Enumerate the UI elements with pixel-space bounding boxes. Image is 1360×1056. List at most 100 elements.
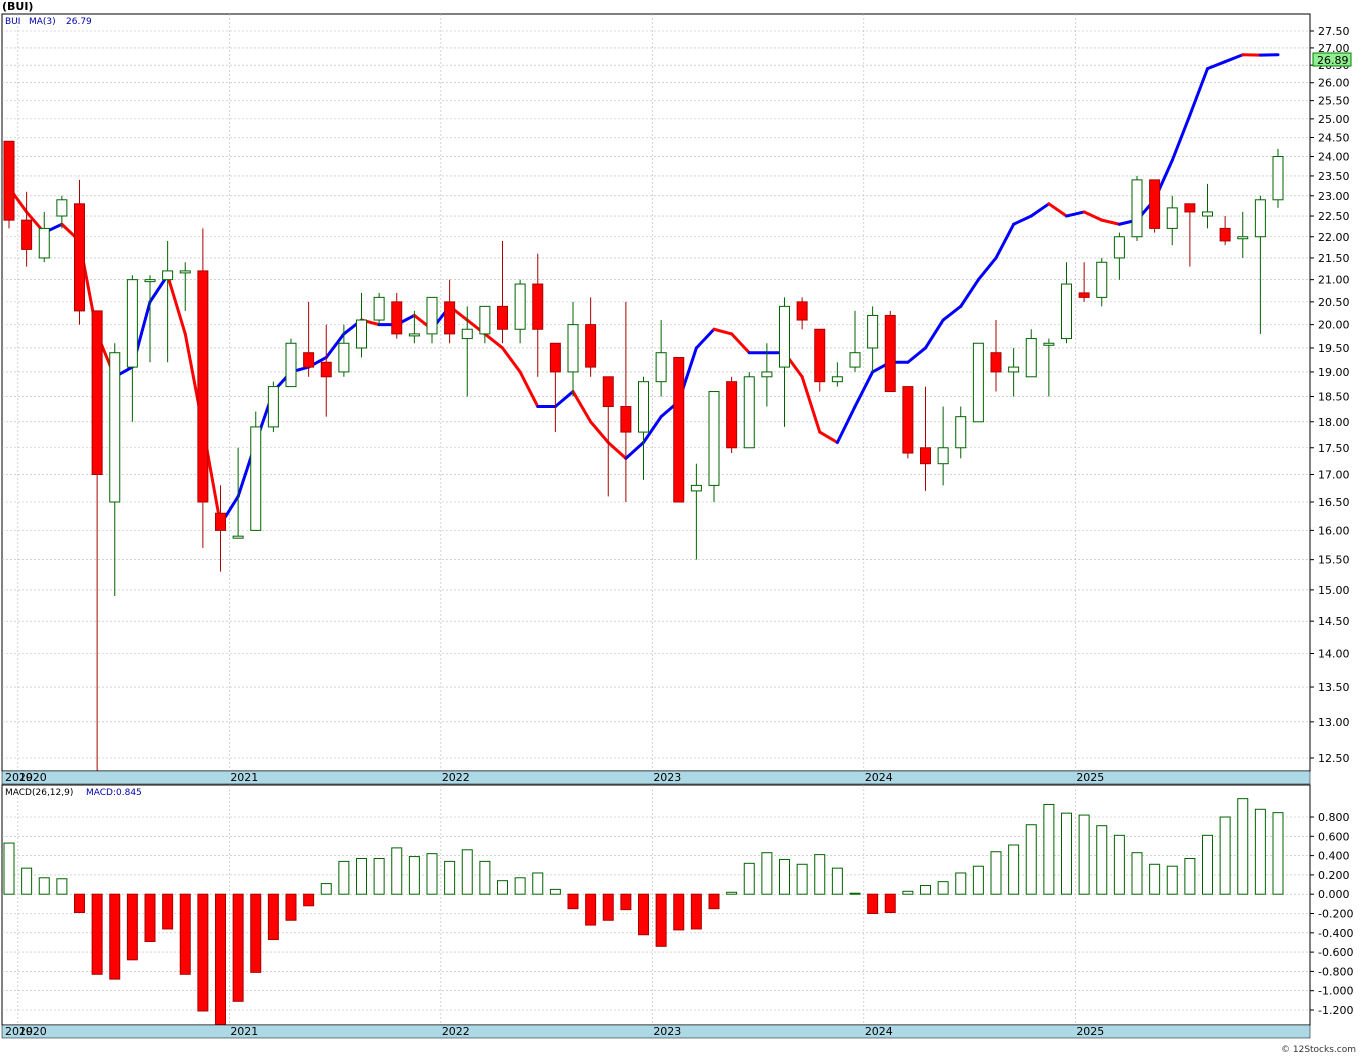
macd-bar (1149, 863, 1161, 895)
ma3-segment (166, 273, 187, 336)
price-tick-label: 17.00 (1318, 468, 1350, 481)
candle-body (1272, 156, 1284, 201)
macd-bars (3, 798, 1284, 1025)
macd-bar (1272, 812, 1284, 895)
price-tick-label: 16.00 (1318, 524, 1350, 537)
ma3-segment (994, 222, 1016, 260)
candle-body (779, 305, 790, 368)
price-tick-label: 21.00 (1318, 274, 1350, 287)
macd-bar (761, 852, 773, 895)
macd-bar (126, 893, 138, 961)
price-tick-label: 27.50 (1318, 25, 1350, 38)
macd-bar (638, 893, 649, 936)
candle-body (955, 416, 967, 449)
macd-bar (356, 857, 367, 895)
macd-bar (602, 893, 614, 921)
price-tick-label: 21.50 (1318, 252, 1350, 265)
candle-body (990, 352, 1002, 373)
macd-bar (831, 867, 843, 895)
candle-body (232, 535, 244, 539)
macd-bar (514, 877, 526, 895)
ma3-segment (606, 441, 628, 460)
ma3-segment (906, 346, 927, 364)
ma3-segment (518, 370, 540, 409)
macd-y-axis: 0.800 0.600 0.400 0.200 0.000 -0.200 -0.400 -0.… (1310, 811, 1353, 1017)
legend-symbol: BUI (5, 17, 20, 27)
price-tick-label: 24.00 (1318, 151, 1350, 164)
candle-body (444, 301, 456, 335)
ma3-segment (589, 420, 610, 445)
price-panel: 27.5027.0026.5026.0025.5025.0024.5024.00… (1, 13, 1352, 785)
macd-bar (303, 893, 315, 907)
ma3-segment (712, 327, 734, 336)
candle-body (56, 199, 68, 217)
macd-bar (1219, 816, 1231, 895)
ma3-segment (1082, 210, 1104, 222)
candle-body (162, 270, 174, 281)
macd-bar (162, 893, 174, 930)
candle-body (356, 319, 367, 349)
macd-legend-value: MACD:0.845 (86, 788, 142, 798)
macd-x-label: 2024 (865, 1025, 893, 1038)
macd-x-label: 2019 (5, 1025, 33, 1038)
candle-body (638, 381, 649, 433)
macd-tick-label: 0.200 (1318, 869, 1350, 882)
macd-bar (461, 849, 473, 895)
legend-ma-label: MA(3) (29, 17, 56, 27)
price-tick-label: 22.00 (1318, 231, 1350, 244)
candle-body (1061, 283, 1072, 340)
candle-body (867, 314, 879, 349)
ma3-segment (1223, 53, 1245, 64)
price-tick-label: 25.00 (1318, 113, 1350, 126)
price-x-axis-band (1, 770, 1311, 785)
macd-bar (849, 892, 861, 895)
candle-body (1219, 227, 1231, 242)
macd-tick-label: -0.800 (1318, 965, 1353, 978)
macd-bar (814, 854, 826, 895)
candle-body (197, 270, 209, 503)
macd-bar (373, 857, 385, 895)
macd-legend-label: MACD(26,12,9) (5, 788, 73, 798)
macd-bar (479, 860, 491, 895)
candle-body (338, 342, 350, 373)
price-tick-label: 18.00 (1318, 416, 1350, 429)
last-price-label: 26.89 (1317, 54, 1349, 67)
macd-bar (1043, 803, 1055, 895)
macd-bar (109, 893, 121, 980)
candle-body (479, 305, 491, 335)
price-tick-label: 22.50 (1318, 210, 1350, 223)
ma3-segment (1047, 202, 1068, 218)
candle-body (320, 361, 332, 378)
ma3-segment (571, 390, 593, 424)
ma3-segment (1188, 67, 1209, 117)
ma3-segment (483, 332, 504, 350)
macd-bar (408, 856, 420, 895)
candle-body (690, 484, 702, 492)
candle-body (920, 447, 931, 465)
candle-body (285, 342, 297, 388)
ma3-segment (553, 390, 575, 409)
macd-tick-label: 0.000 (1318, 888, 1350, 901)
candle-body (602, 376, 614, 408)
price-y-axis: 27.5027.0026.5026.0025.5025.0024.5024.00… (1310, 25, 1350, 765)
macd-bar (532, 872, 544, 895)
macd-bar (391, 847, 403, 895)
candle-body (937, 447, 949, 465)
candle-body (1254, 199, 1266, 238)
macd-x-label: 2021 (230, 1025, 258, 1038)
candle-body (461, 328, 473, 340)
candle-body (708, 391, 720, 486)
macd-bar (1008, 844, 1020, 895)
price-tick-label: 15.50 (1318, 554, 1350, 567)
macd-bar (1113, 834, 1125, 895)
macd-panel: 0.800 0.600 0.400 0.200 0.000 -0.200 -0.400 -0.… (1, 784, 1353, 1039)
candle-body (3, 140, 15, 221)
macd-x-label: 2022 (442, 1025, 470, 1038)
macd-bar (796, 863, 808, 895)
price-x-label: 2021 (230, 771, 258, 784)
candle-body (109, 352, 121, 503)
candle-body (497, 305, 508, 330)
ma3-segment (835, 405, 857, 445)
macd-x-label: 2025 (1076, 1025, 1104, 1038)
